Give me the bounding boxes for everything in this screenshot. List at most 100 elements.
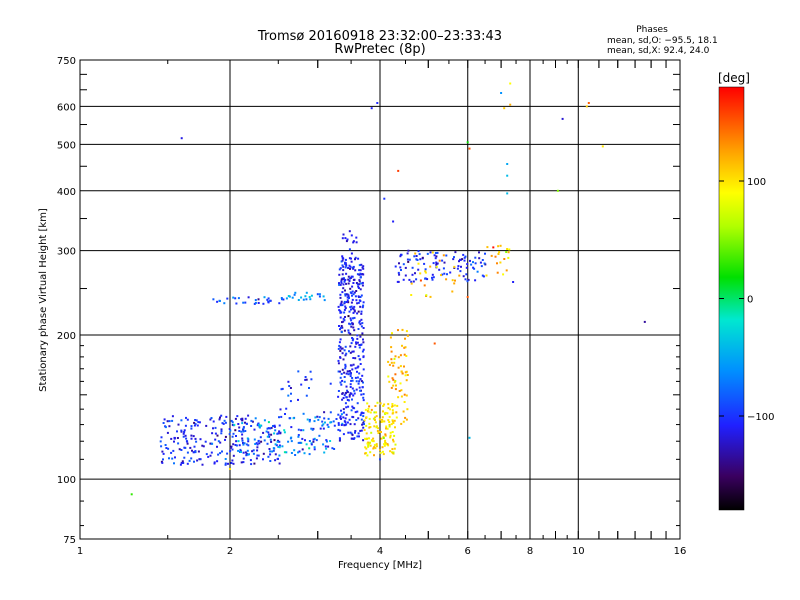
plot-frame xyxy=(79,59,681,540)
data-point xyxy=(337,390,340,392)
data-point xyxy=(407,249,410,252)
data-point xyxy=(306,418,309,421)
data-point xyxy=(240,461,243,464)
data-point xyxy=(308,420,311,423)
data-point xyxy=(362,393,365,396)
data-point xyxy=(280,388,283,391)
data-point xyxy=(341,347,344,350)
data-point xyxy=(221,422,224,425)
data-point xyxy=(283,451,286,454)
data-point xyxy=(400,370,403,373)
data-point xyxy=(197,450,200,453)
data-point xyxy=(287,295,290,297)
data-point xyxy=(344,367,347,370)
data-point xyxy=(486,246,489,249)
data-point xyxy=(256,446,259,449)
data-point xyxy=(391,431,394,433)
data-point xyxy=(401,328,404,331)
data-point xyxy=(297,428,300,431)
data-point xyxy=(395,384,397,387)
data-point xyxy=(499,261,502,264)
data-point xyxy=(349,383,352,386)
data-point xyxy=(219,452,222,455)
data-point xyxy=(376,102,379,104)
data-point xyxy=(391,419,394,422)
data-point xyxy=(364,437,367,440)
data-point xyxy=(343,394,346,397)
data-point xyxy=(399,382,402,385)
y-tick-label: 400 xyxy=(57,187,76,198)
data-point xyxy=(496,271,499,274)
data-point xyxy=(359,429,362,432)
data-point xyxy=(345,413,348,416)
data-point xyxy=(364,446,367,449)
data-point xyxy=(343,424,346,427)
data-point xyxy=(392,384,395,387)
data-point xyxy=(356,283,359,286)
data-point xyxy=(273,432,276,435)
data-point xyxy=(346,399,349,401)
data-point xyxy=(224,435,227,438)
data-point xyxy=(321,424,324,427)
data-point xyxy=(343,420,346,423)
data-point xyxy=(353,389,356,392)
data-point xyxy=(399,365,402,368)
data-point xyxy=(275,444,278,447)
data-point xyxy=(323,299,326,302)
data-point xyxy=(180,429,183,432)
y-tick-label: 500 xyxy=(57,140,76,151)
data-point xyxy=(242,461,245,464)
data-point xyxy=(280,415,283,418)
data-point xyxy=(507,256,510,259)
data-point xyxy=(412,280,415,283)
data-point xyxy=(310,427,313,430)
data-point xyxy=(322,443,325,446)
data-point xyxy=(368,422,371,425)
data-point xyxy=(347,331,350,334)
data-point xyxy=(273,424,276,427)
data-point xyxy=(472,261,474,264)
data-point xyxy=(194,451,197,454)
data-point xyxy=(381,450,384,453)
data-point xyxy=(216,300,219,303)
data-point xyxy=(338,268,341,271)
data-point xyxy=(240,418,243,421)
data-point xyxy=(459,258,461,261)
data-point xyxy=(341,259,344,262)
data-point xyxy=(342,233,345,236)
data-point xyxy=(360,310,363,313)
data-point xyxy=(348,297,350,299)
data-point xyxy=(352,363,355,366)
data-point xyxy=(263,439,266,442)
data-point xyxy=(350,325,353,328)
data-point xyxy=(278,302,281,305)
data-point xyxy=(160,445,163,448)
data-point xyxy=(244,421,246,424)
data-point xyxy=(269,453,272,456)
data-point xyxy=(266,298,269,301)
data-point xyxy=(252,449,255,452)
data-point xyxy=(348,230,351,233)
data-point xyxy=(466,296,469,298)
data-point xyxy=(322,423,325,426)
data-point xyxy=(348,395,351,398)
data-point xyxy=(340,417,342,420)
data-point xyxy=(253,462,256,465)
data-point xyxy=(432,276,435,279)
data-point xyxy=(233,423,236,426)
data-point xyxy=(212,298,215,301)
data-point xyxy=(195,419,198,422)
data-point xyxy=(352,338,355,341)
data-point xyxy=(164,444,167,446)
data-point xyxy=(392,422,395,424)
data-point xyxy=(304,295,307,298)
data-point xyxy=(181,460,184,463)
data-point xyxy=(485,274,488,277)
data-point xyxy=(353,392,356,395)
data-point xyxy=(337,428,340,431)
data-point xyxy=(348,394,351,396)
data-point xyxy=(453,282,456,285)
x-tick-label: 8 xyxy=(527,546,533,557)
data-point xyxy=(383,403,386,406)
data-point xyxy=(341,352,344,355)
